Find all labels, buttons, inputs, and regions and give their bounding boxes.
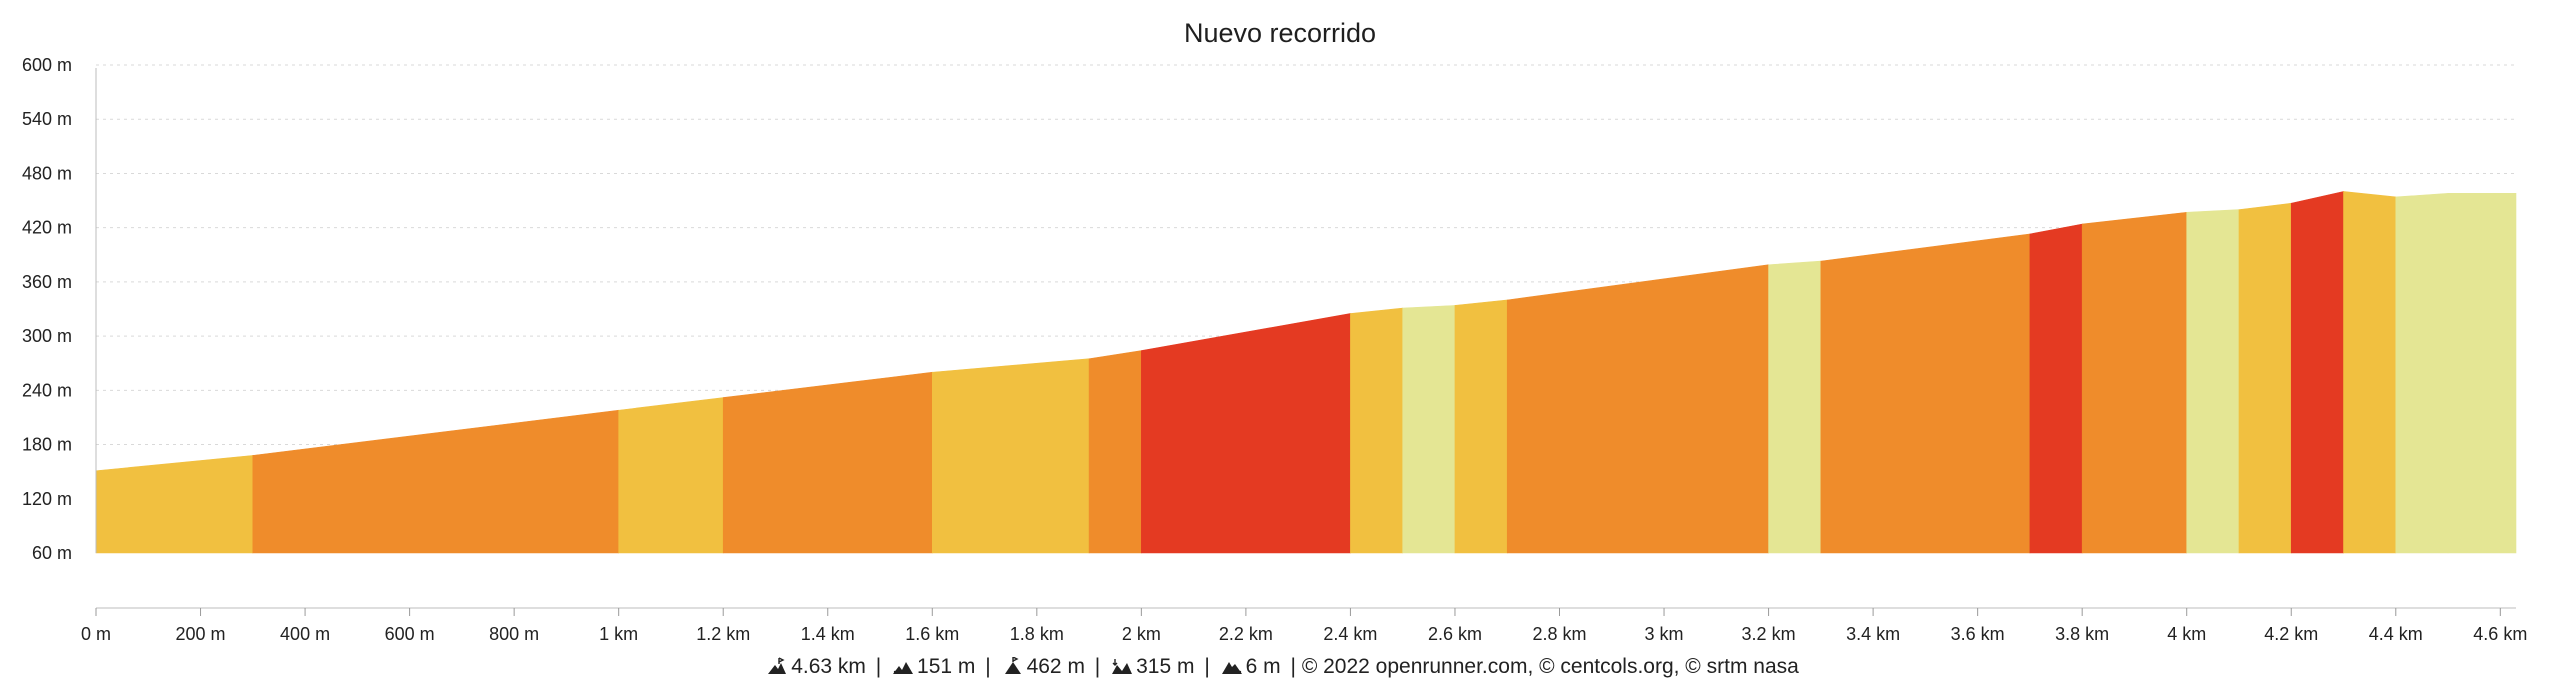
x-tick-label: 0 m xyxy=(81,624,111,644)
elevation-segment xyxy=(95,455,254,554)
elevation-segment xyxy=(1768,260,1822,554)
distance-value: 4.63 km xyxy=(791,655,866,678)
copyright-text: © 2022 openrunner.com, © centcols.org, ©… xyxy=(1301,655,1799,678)
separator: | xyxy=(875,655,882,678)
chart-title: Nuevo recorrido xyxy=(1183,18,1377,48)
y-tick-label: 540 m xyxy=(22,109,72,129)
x-tick-label: 3.4 km xyxy=(1846,624,1900,644)
separator: | xyxy=(1204,655,1210,678)
elevation-segment xyxy=(722,371,933,554)
x-tick-label: 4.2 km xyxy=(2264,624,2318,644)
elevation-segment xyxy=(1088,350,1142,554)
x-tick-label: 4.4 km xyxy=(2369,624,2423,644)
separator: | xyxy=(985,655,991,678)
x-tick-label: 200 m xyxy=(176,624,226,644)
elevation-segment xyxy=(2343,191,2397,554)
separator: | xyxy=(1290,655,1296,678)
elevation-segment xyxy=(618,397,724,554)
elevation-segment xyxy=(252,409,619,554)
x-tick-label: 600 m xyxy=(385,624,435,644)
ascent-icon xyxy=(893,662,914,674)
elevation-area xyxy=(95,191,2517,554)
min-altitude-value: 315 m xyxy=(1136,655,1195,678)
ascent-value: 151 m xyxy=(917,655,976,678)
separator: | xyxy=(1094,655,1101,678)
x-tick-label: 800 m xyxy=(489,624,539,644)
y-tick-label: 600 m xyxy=(22,55,72,75)
x-axis-ticks: 0 m 200 m 400 m 600 m 800 m 1 km 1.2 km 1.4 km 1… xyxy=(81,608,2527,644)
elevation-segment xyxy=(2081,211,2188,554)
elevation-segment xyxy=(1820,233,2031,554)
elevation-segment xyxy=(2290,191,2344,554)
max-altitude-value: 462 m xyxy=(1026,655,1085,678)
x-tick-label: 1.4 km xyxy=(801,624,855,644)
x-tick-label: 3 km xyxy=(1645,624,1684,644)
elevation-segment xyxy=(931,358,1090,554)
x-tick-label: 4.6 km xyxy=(2473,624,2527,644)
max-altitude-icon xyxy=(1004,657,1021,674)
descent-value: 6 m xyxy=(1245,655,1281,678)
y-tick-label: 240 m xyxy=(22,380,72,400)
x-tick-label: 3.6 km xyxy=(1951,624,2005,644)
elevation-chart: 60 m 120 m 180 m 240 m 300 m 360 m 420 m 480 m 5… xyxy=(22,55,2527,644)
elevation-segment xyxy=(1454,299,1508,554)
elevation-segment xyxy=(1402,305,1456,554)
y-tick-label: 360 m xyxy=(22,272,72,292)
y-tick-label: 60 m xyxy=(32,543,72,563)
elevation-segment xyxy=(1350,307,1403,554)
descent-icon xyxy=(1221,662,1242,674)
y-tick-label: 480 m xyxy=(22,163,72,183)
x-tick-label: 1.6 km xyxy=(905,624,959,644)
x-tick-label: 2.6 km xyxy=(1428,624,1482,644)
elevation-segment xyxy=(1141,313,1351,554)
elevation-segment xyxy=(2238,202,2292,554)
x-tick-label: 3.8 km xyxy=(2055,624,2109,644)
route-stats-footer: 4.63 km | 151 m | 462 m | 315 m | 6 m | … xyxy=(0,655,2560,679)
distance-icon xyxy=(768,657,787,674)
x-tick-label: 1.2 km xyxy=(696,624,750,644)
axes xyxy=(95,68,2516,609)
x-tick-label: 1 km xyxy=(599,624,638,644)
elevation-segment xyxy=(2029,223,2083,554)
elevation-segment xyxy=(2186,209,2240,554)
y-tick-label: 420 m xyxy=(22,218,72,238)
y-tick-label: 180 m xyxy=(22,435,72,455)
y-tick-label: 300 m xyxy=(22,326,72,346)
elevation-segment xyxy=(2395,193,2449,554)
x-tick-label: 1.8 km xyxy=(1010,624,1064,644)
x-tick-label: 400 m xyxy=(280,624,330,644)
elevation-segment xyxy=(1506,264,1769,554)
x-tick-label: 2.2 km xyxy=(1219,624,1273,644)
x-tick-label: 4 km xyxy=(2167,624,2206,644)
x-tick-label: 3.2 km xyxy=(1742,624,1796,644)
x-tick-label: 2 km xyxy=(1122,624,1161,644)
x-tick-label: 2.4 km xyxy=(1323,624,1377,644)
y-axis-ticks: 60 m 120 m 180 m 240 m 300 m 360 m 420 m 480 m 5… xyxy=(22,55,72,563)
y-tick-label: 120 m xyxy=(22,489,72,509)
min-altitude-icon xyxy=(1112,659,1133,674)
elevation-segment xyxy=(2447,193,2517,554)
x-tick-label: 2.8 km xyxy=(1532,624,1586,644)
